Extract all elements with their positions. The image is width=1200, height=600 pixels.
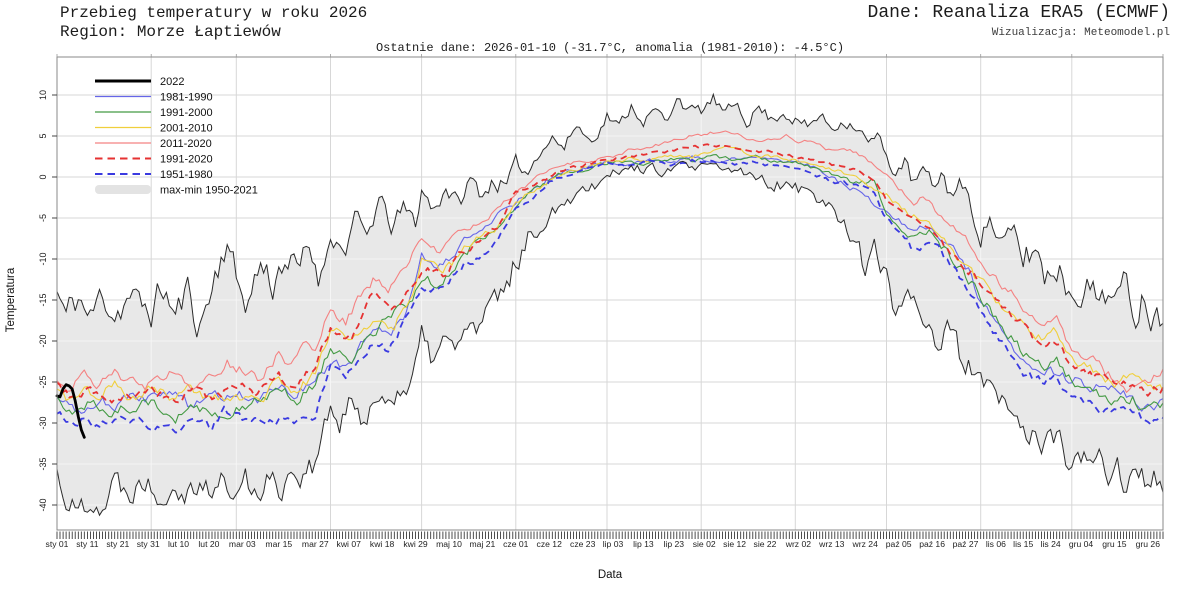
y-tick-label: -20 <box>38 334 48 347</box>
legend-swatch-band <box>95 185 151 194</box>
x-tick-label: gru 26 <box>1136 539 1161 549</box>
x-tick-label: maj 10 <box>436 539 462 549</box>
x-tick-label: sie 12 <box>723 539 746 549</box>
x-tick-label: mar 15 <box>265 539 292 549</box>
legend-label: 1991-2020 <box>160 153 213 165</box>
x-tick-label: paź 27 <box>953 539 979 549</box>
y-axis-title: Temperatura <box>5 267 17 332</box>
y-tick-label: 0 <box>38 174 48 179</box>
legend-label: 2022 <box>160 76 184 88</box>
x-tick-label: kwi 18 <box>370 539 395 549</box>
series-2001-2010 <box>56 145 1164 403</box>
x-tick-label: sty 11 <box>76 539 99 549</box>
y-tick-label: -15 <box>38 293 48 306</box>
x-axis-daily-ticks <box>56 531 1164 539</box>
x-tick-label: gru 15 <box>1102 539 1127 549</box>
x-tick-label: sie 02 <box>693 539 716 549</box>
y-tick-label: -25 <box>38 375 48 388</box>
y-tick-label: -5 <box>38 214 48 222</box>
y-tick-label: -40 <box>38 498 48 511</box>
series-1951-1980 <box>56 158 1164 434</box>
x-tick-label: lis 06 <box>986 539 1006 549</box>
x-tick-label: lip 13 <box>633 539 654 549</box>
envelope-min-line <box>56 160 1164 517</box>
x-tick-label: lut 10 <box>168 539 189 549</box>
top-month-ticks <box>56 54 1164 57</box>
legend-label: 2001-2010 <box>160 122 213 134</box>
x-tick-label: mar 03 <box>229 539 256 549</box>
chart-legend: 2022 1981-1990 1991-2000 2001-2010 2011-2020… <box>95 76 258 196</box>
x-axis-title: Data <box>598 569 623 581</box>
y-axis-ticks <box>52 94 57 506</box>
x-tick-label: mar 27 <box>302 539 329 549</box>
x-tick-label: paź 05 <box>886 539 912 549</box>
x-tick-label: sty 01 <box>46 539 69 549</box>
max-min-band <box>57 94 1163 516</box>
x-tick-label: sie 22 <box>754 539 777 549</box>
x-tick-label: wrz 02 <box>785 539 812 549</box>
x-tick-label: lip 03 <box>603 539 624 549</box>
x-tick-label: lut 20 <box>198 539 219 549</box>
data-source-label: Dane: Reanaliza ERA5 (ECMWF) <box>867 3 1170 23</box>
plot-frame <box>56 56 1164 531</box>
x-tick-label: gru 04 <box>1069 539 1094 549</box>
last-data-subtitle: Ostatnie dane: 2026-01-10 (-31.7°C, anom… <box>375 41 845 55</box>
series-1991-2020 <box>56 143 1164 404</box>
legend-label: 2011-2020 <box>160 138 212 150</box>
y-tick-label: -10 <box>38 252 48 265</box>
x-tick-label: sty 31 <box>137 539 160 549</box>
y-axis-labels: 10 5 0 -5 -10 -15 -20 -25 -30 -35 -40 <box>38 90 48 512</box>
legend-label: 1981-1990 <box>160 91 213 103</box>
x-tick-label: paź 16 <box>919 539 945 549</box>
y-tick-label: -35 <box>38 457 48 470</box>
x-tick-label: lip 23 <box>664 539 685 549</box>
x-tick-label: cze 23 <box>570 539 596 549</box>
series-1991-2000 <box>56 154 1164 424</box>
region-subtitle: Region: Morze Łaptiewów <box>60 23 281 41</box>
page-title: Przebieg temperatury w roku 2026 <box>60 4 368 22</box>
series-2011-2020 <box>56 130 1164 393</box>
x-tick-label: cze 01 <box>503 539 529 549</box>
x-tick-label: wrz 24 <box>852 539 879 549</box>
x-tick-label: wrz 13 <box>818 539 845 549</box>
x-tick-label: maj 21 <box>470 539 496 549</box>
legend-label: max-min 1950-2021 <box>160 184 258 196</box>
x-tick-label: cze 12 <box>537 539 563 549</box>
legend-label: 1951-1980 <box>160 169 213 181</box>
series-2022 <box>55 383 86 439</box>
x-tick-label: sty 21 <box>106 539 129 549</box>
y-tick-label: 5 <box>38 133 48 138</box>
x-tick-label: lis 24 <box>1041 539 1061 549</box>
x-tick-label: kwi 29 <box>403 539 428 549</box>
visualization-credit: Wizualizacja: Meteomodel.pl <box>991 27 1170 39</box>
x-axis-labels: sty 01 sty 11 sty 21 sty 31 lut 10 lut 20 mar … <box>46 539 1161 549</box>
legend-label: 1991-2000 <box>160 107 213 119</box>
x-tick-label: lis 15 <box>1013 539 1033 549</box>
y-tick-label: -30 <box>38 416 48 429</box>
y-tick-label: 10 <box>38 90 48 100</box>
envelope-max-line <box>56 92 1164 338</box>
x-tick-label: kwi 07 <box>337 539 362 549</box>
